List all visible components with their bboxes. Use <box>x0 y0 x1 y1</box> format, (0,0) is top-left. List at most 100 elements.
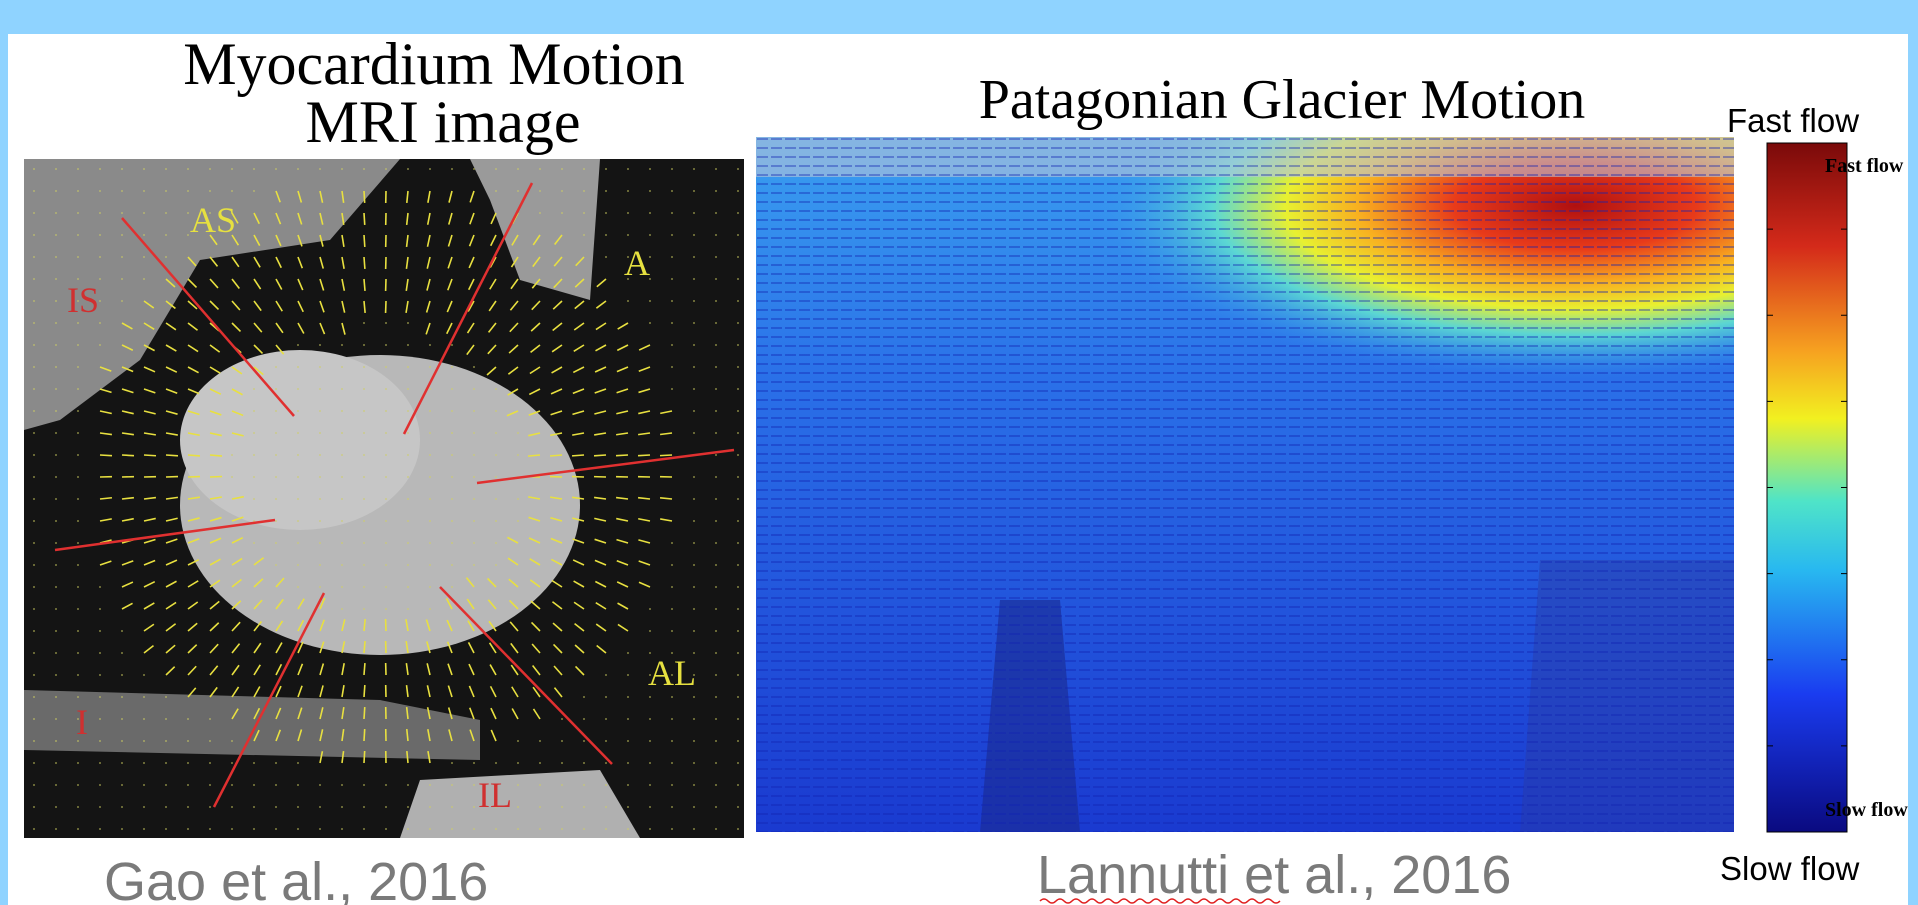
grid-dot <box>121 784 123 786</box>
grid-dot <box>77 234 79 236</box>
grid-dot <box>341 168 343 170</box>
motion-arrow <box>364 729 365 741</box>
grid-dot <box>55 344 57 346</box>
grid-dot <box>143 806 145 808</box>
grid-dot <box>121 806 123 808</box>
segment-label: IL <box>478 775 512 815</box>
grid-dot <box>275 476 277 478</box>
grid-dot <box>253 762 255 764</box>
grid-dot <box>319 586 321 588</box>
grid-dot <box>715 696 717 698</box>
grid-dot <box>649 630 651 632</box>
grid-dot <box>55 674 57 676</box>
grid-dot <box>33 828 35 830</box>
grid-dot <box>715 322 717 324</box>
grid-dot <box>275 454 277 456</box>
grid-dot <box>561 190 563 192</box>
grid-dot <box>451 828 453 830</box>
grid-dot <box>319 784 321 786</box>
left-title: MRI image <box>306 89 581 155</box>
grid-dot <box>407 388 409 390</box>
motion-arrow <box>364 235 365 247</box>
grid-dot <box>341 454 343 456</box>
grid-dot <box>319 828 321 830</box>
grid-dot <box>517 806 519 808</box>
grid-dot <box>671 740 673 742</box>
grid-dot <box>671 344 673 346</box>
grid-dot <box>693 234 695 236</box>
grid-dot <box>649 234 651 236</box>
grid-dot <box>539 784 541 786</box>
grid-dot <box>99 696 101 698</box>
grid-dot <box>539 190 541 192</box>
grid-dot <box>429 498 431 500</box>
grid-dot <box>693 542 695 544</box>
grid-dot <box>649 322 651 324</box>
grid-dot <box>253 410 255 412</box>
grid-dot <box>451 542 453 544</box>
grid-dot <box>99 608 101 610</box>
grid-dot <box>77 762 79 764</box>
grid-dot <box>33 630 35 632</box>
grid-dot <box>99 674 101 676</box>
grid-dot <box>737 696 739 698</box>
grid-dot <box>495 190 497 192</box>
grid-dot <box>77 652 79 654</box>
grid-dot <box>671 586 673 588</box>
grid-dot <box>77 586 79 588</box>
grid-dot <box>495 542 497 544</box>
grid-dot <box>363 322 365 324</box>
grid-dot <box>55 762 57 764</box>
motion-arrow <box>364 641 365 653</box>
grid-dot <box>275 762 277 764</box>
grid-dot <box>407 498 409 500</box>
grid-dot <box>715 410 717 412</box>
grid-dot <box>693 300 695 302</box>
grid-dot <box>693 564 695 566</box>
grid-dot <box>165 806 167 808</box>
grid-dot <box>209 784 211 786</box>
grid-dot <box>583 168 585 170</box>
grid-dot <box>495 828 497 830</box>
grid-dot <box>737 388 739 390</box>
grid-dot <box>627 828 629 830</box>
motion-arrow <box>100 455 112 456</box>
grid-dot <box>737 520 739 522</box>
grid-dot <box>649 212 651 214</box>
segment-label: AL <box>648 653 696 693</box>
grid-dot <box>627 762 629 764</box>
grid-dot <box>407 806 409 808</box>
grid-dot <box>473 564 475 566</box>
grid-dot <box>275 168 277 170</box>
grid-dot <box>341 608 343 610</box>
grid-dot <box>319 806 321 808</box>
grid-dot <box>319 388 321 390</box>
grid-dot <box>649 696 651 698</box>
grid-dot <box>187 234 189 236</box>
grid-dot <box>671 300 673 302</box>
grid-dot <box>605 168 607 170</box>
grid-dot <box>143 762 145 764</box>
grid-dot <box>297 564 299 566</box>
grid-dot <box>297 344 299 346</box>
grid-dot <box>627 674 629 676</box>
grid-dot <box>693 212 695 214</box>
grid-dot <box>275 366 277 368</box>
grid-dot <box>33 190 35 192</box>
grid-dot <box>33 344 35 346</box>
grid-dot <box>693 784 695 786</box>
grid-dot <box>451 520 453 522</box>
grid-dot <box>451 432 453 434</box>
grid-dot <box>99 784 101 786</box>
grid-dot <box>165 828 167 830</box>
grid-dot <box>495 454 497 456</box>
grid-dot <box>693 762 695 764</box>
grid-dot <box>693 740 695 742</box>
grid-dot <box>77 784 79 786</box>
grid-dot <box>297 762 299 764</box>
grid-dot <box>517 498 519 500</box>
motion-arrow <box>364 257 365 269</box>
grid-dot <box>55 190 57 192</box>
grid-dot <box>297 520 299 522</box>
grid-dot <box>407 520 409 522</box>
